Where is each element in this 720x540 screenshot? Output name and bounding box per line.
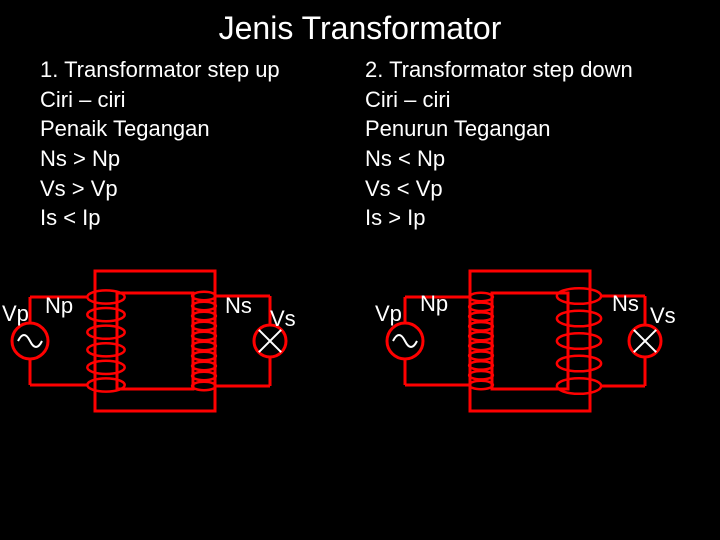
stepdown-is: Is > Ip bbox=[365, 203, 680, 233]
diagram-row: Vp Np Ns Vs Vp Np Ns Vs bbox=[0, 251, 720, 451]
stepdown-ns-label: Ns bbox=[612, 291, 639, 317]
stepup-ns-label: Ns bbox=[225, 293, 252, 319]
stepup-ciri: Ciri – ciri bbox=[40, 85, 355, 115]
stepup-is: Is < Ip bbox=[40, 203, 355, 233]
stepdown-vp-label: Vp bbox=[375, 301, 402, 327]
stepup-svg bbox=[0, 251, 360, 451]
stepup-vs-label: Vs bbox=[270, 306, 296, 332]
stepdown-ciri: Ciri – ciri bbox=[365, 85, 680, 115]
stepup-vs: Vs > Vp bbox=[40, 174, 355, 204]
col-stepup-text: 1. Transformator step up Ciri – ciri Pen… bbox=[40, 55, 355, 233]
stepdown-svg bbox=[360, 251, 720, 451]
stepup-desc: Penaik Tegangan bbox=[40, 114, 355, 144]
stepup-diagram: Vp Np Ns Vs bbox=[0, 251, 360, 451]
page-title: Jenis Transformator bbox=[0, 0, 720, 55]
stepdown-vs-label: Vs bbox=[650, 303, 676, 329]
col-stepdown-text: 2. Transformator step down Ciri – ciri P… bbox=[355, 55, 680, 233]
stepup-ns: Ns > Np bbox=[40, 144, 355, 174]
stepdown-vs: Vs < Vp bbox=[365, 174, 680, 204]
stepup-vp-label: Vp bbox=[2, 301, 29, 327]
text-columns: 1. Transformator step up Ciri – ciri Pen… bbox=[0, 55, 720, 233]
stepdown-np-label: Np bbox=[420, 291, 448, 317]
stepup-np-label: Np bbox=[45, 293, 73, 319]
stepdown-title: 2. Transformator step down bbox=[365, 55, 680, 85]
stepdown-desc: Penurun Tegangan bbox=[365, 114, 680, 144]
stepdown-diagram: Vp Np Ns Vs bbox=[360, 251, 720, 451]
stepdown-ns: Ns < Np bbox=[365, 144, 680, 174]
stepup-title: 1. Transformator step up bbox=[40, 55, 355, 85]
